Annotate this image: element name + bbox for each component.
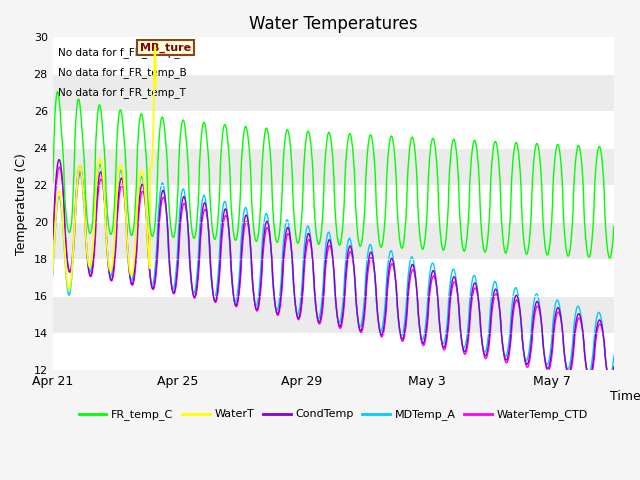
MDTemp_A	[432, 277, 440, 283]
WaterT	[49, 267, 56, 273]
Bar	[52, 259, 614, 297]
FR_temp_C	[259, 150, 267, 156]
CondTemp	[56, 156, 63, 162]
Text: MB_ture: MB_ture	[140, 42, 191, 53]
FR_temp_C	[606, 255, 614, 261]
CondTemp	[259, 244, 267, 250]
CondTemp	[606, 378, 614, 384]
FR_temp_C	[278, 193, 286, 199]
MDTemp_A	[605, 374, 613, 380]
CondTemp	[49, 236, 56, 242]
MDTemp_A	[281, 226, 289, 231]
CondTemp	[432, 278, 440, 284]
FR_temp_C	[610, 224, 618, 229]
FR_temp_C	[169, 234, 177, 240]
Text: No data for f_FR_temp_T: No data for f_FR_temp_T	[58, 87, 186, 98]
Line: CondTemp: CondTemp	[52, 159, 614, 381]
Line: MDTemp_A: MDTemp_A	[52, 164, 614, 377]
Y-axis label: Temperature (C): Temperature (C)	[15, 153, 28, 255]
Line: FR_temp_C: FR_temp_C	[52, 92, 614, 258]
WaterTemp_CTD	[169, 289, 177, 295]
CondTemp	[169, 289, 177, 295]
Text: No data for f_FR_temp_A: No data for f_FR_temp_A	[58, 48, 187, 58]
WaterT	[81, 215, 89, 221]
MDTemp_A	[610, 353, 618, 359]
MDTemp_A	[49, 273, 56, 279]
CondTemp	[278, 280, 286, 286]
Bar	[52, 185, 614, 222]
WaterTemp_CTD	[432, 281, 440, 287]
WaterTemp_CTD	[259, 253, 267, 259]
FR_temp_C	[432, 153, 440, 158]
FR_temp_C	[281, 139, 289, 144]
MDTemp_A	[278, 263, 286, 268]
FR_temp_C	[54, 89, 61, 95]
MDTemp_A	[259, 230, 267, 236]
Bar	[52, 222, 614, 259]
WaterTemp_CTD	[81, 213, 89, 219]
WaterTemp_CTD	[56, 164, 63, 170]
Bar	[52, 334, 614, 371]
X-axis label: Time: Time	[610, 390, 640, 403]
Legend: FR_temp_C, WaterT, CondTemp, MDTemp_A, WaterTemp_CTD: FR_temp_C, WaterT, CondTemp, MDTemp_A, W…	[74, 405, 593, 425]
FR_temp_C	[49, 179, 56, 185]
MDTemp_A	[169, 286, 177, 292]
Bar	[52, 148, 614, 185]
WaterTemp_CTD	[610, 370, 618, 375]
Bar	[52, 74, 614, 111]
MDTemp_A	[81, 221, 89, 227]
MDTemp_A	[96, 161, 104, 167]
FR_temp_C	[81, 184, 89, 190]
Text: No data for f_FR_temp_B: No data for f_FR_temp_B	[58, 67, 187, 78]
CondTemp	[281, 239, 289, 244]
Line: WaterT: WaterT	[52, 47, 156, 289]
WaterTemp_CTD	[278, 287, 286, 293]
CondTemp	[81, 216, 89, 222]
Line: WaterTemp_CTD: WaterTemp_CTD	[52, 167, 614, 384]
WaterTemp_CTD	[607, 382, 614, 387]
WaterTemp_CTD	[49, 243, 56, 249]
CondTemp	[610, 364, 618, 370]
WaterTemp_CTD	[281, 247, 289, 252]
Bar	[52, 37, 614, 74]
Bar	[52, 111, 614, 148]
Bar	[52, 297, 614, 334]
Title: Water Temperatures: Water Temperatures	[249, 15, 418, 33]
